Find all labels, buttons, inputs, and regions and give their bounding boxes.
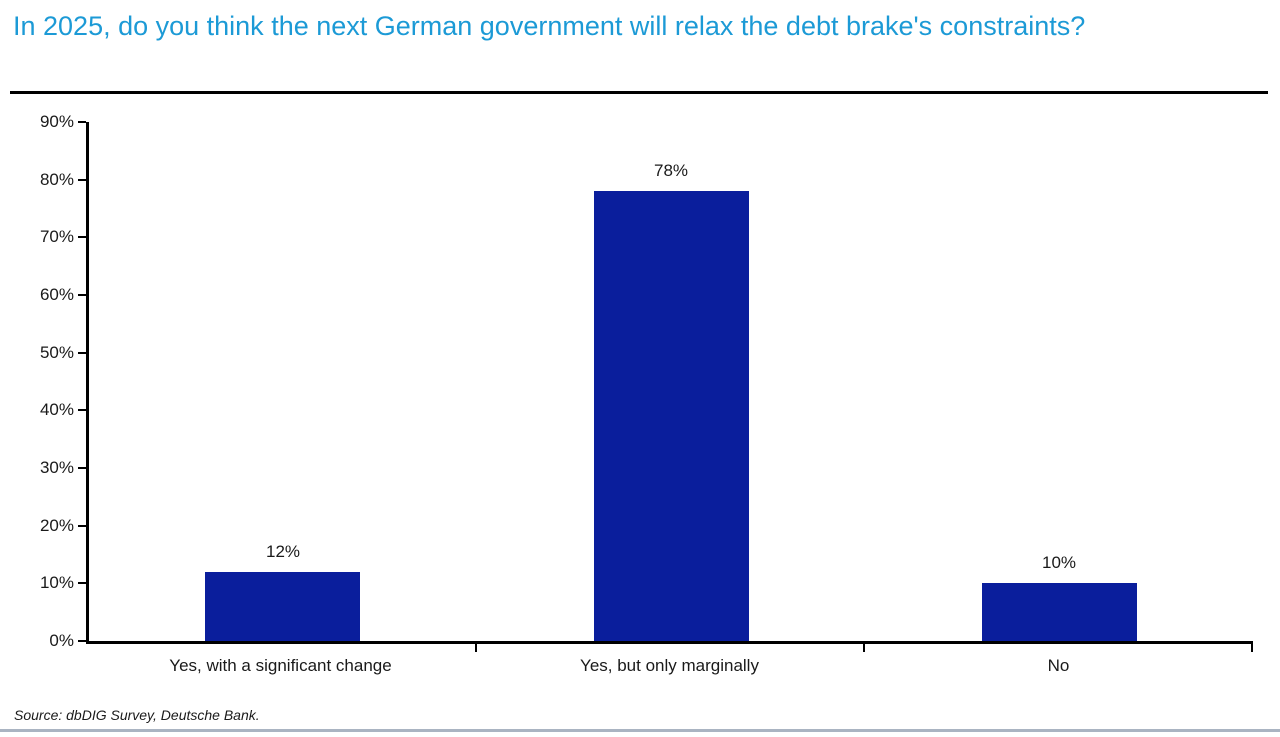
bar-value-label: 78% (653, 161, 689, 181)
bar-value-label: 10% (1041, 553, 1077, 573)
chart-title: In 2025, do you think the next German go… (13, 11, 1086, 41)
x-tick-mark (863, 644, 865, 652)
y-tick-label: 20% (39, 515, 74, 535)
y-tick-mark (78, 178, 86, 181)
title-divider-rule (10, 91, 1268, 94)
y-tick-mark (78, 467, 86, 469)
y-axis: 0% 10% 20% 30% 40% 50% 60% 70% 80% 90% (0, 112, 74, 650)
y-tick-mark (78, 582, 86, 585)
y-tick-label: 70% (39, 227, 74, 247)
y-tick-label: 50% (39, 342, 74, 362)
x-axis: Yes, with a significant change Yes, but o… (86, 656, 1253, 680)
y-tick-mark (78, 121, 86, 123)
bar-value-label: 12% (265, 541, 301, 561)
bar-1 (205, 571, 361, 641)
y-tick-label: 30% (39, 458, 74, 477)
x-category-label: No (1047, 656, 1070, 675)
y-tick-mark (78, 524, 86, 527)
y-tick-mark (78, 294, 86, 296)
bar-2 (593, 191, 749, 641)
y-tick-mark (78, 236, 86, 239)
y-tick-mark (78, 351, 86, 354)
x-category-label: Yes, but only marginally (580, 656, 759, 675)
y-tick-label: 40% (39, 400, 74, 420)
x-category-label: Yes, with a significant change (169, 656, 392, 675)
y-tick-label: 80% (39, 169, 74, 189)
y-tick-label: 10% (39, 573, 74, 593)
bar-3 (981, 583, 1137, 641)
y-tick-mark (78, 640, 86, 642)
y-tick-label: 60% (39, 285, 74, 304)
y-tick-label: 0% (49, 631, 74, 650)
source-note: Source: dbDIG Survey, Deutsche Bank. (14, 707, 260, 723)
x-tick-mark (475, 644, 477, 652)
y-tick-label: 90% (39, 112, 74, 131)
bottom-divider-rule (0, 729, 1280, 732)
y-tick-mark (78, 409, 86, 412)
x-tick-mark (1251, 644, 1253, 652)
plot-area: 12% 78% 10% (78, 121, 1253, 652)
